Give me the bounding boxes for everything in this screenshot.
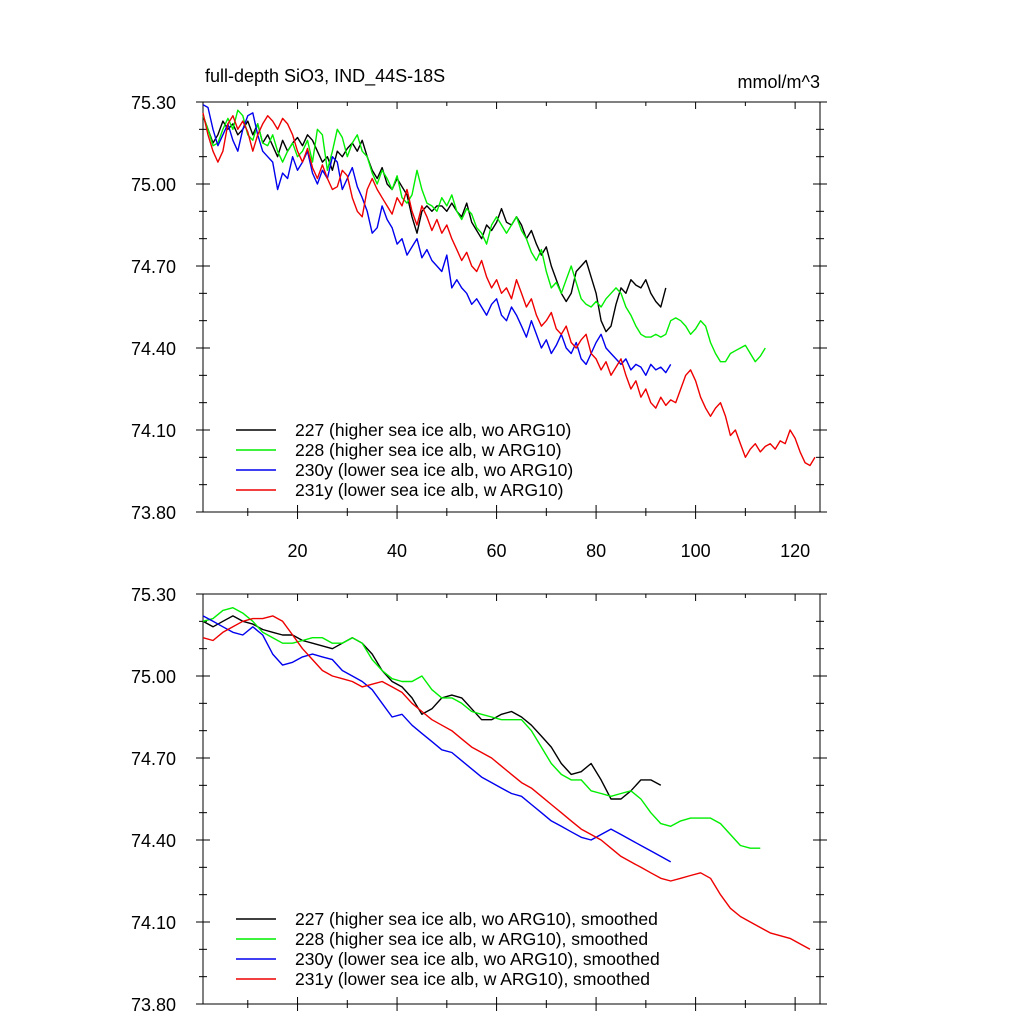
x-tick-label: 120 xyxy=(780,541,810,561)
y-tick-label: 75.30 xyxy=(131,585,176,605)
x-tick-label: 100 xyxy=(681,541,711,561)
x-tick-label: 40 xyxy=(387,541,407,561)
figure-title: full-depth SiO3, IND_44S-18S xyxy=(205,66,445,87)
legend-label-227: 227 (higher sea ice alb, wo ARG10) xyxy=(295,420,571,440)
series-line-228 xyxy=(202,607,761,849)
y-tick-label: 74.10 xyxy=(131,913,176,933)
y-tick-label: 74.40 xyxy=(131,831,176,851)
y-tick-label: 74.40 xyxy=(131,339,176,359)
x-tick-label: 80 xyxy=(586,541,606,561)
y-tick-label: 73.80 xyxy=(131,995,176,1015)
legend-label-227: 227 (higher sea ice alb, wo ARG10), smoo… xyxy=(295,909,658,929)
y-tick-label: 74.70 xyxy=(131,257,176,277)
y-tick-label: 75.30 xyxy=(131,93,176,113)
top-panel: 73.80 74.10 74.40 74.70 75.00 75.30 20 40 60 80 10… xyxy=(131,93,827,561)
y-tick-label: 74.70 xyxy=(131,749,176,769)
series-line-228 xyxy=(202,109,766,363)
legend-label-228: 228 (higher sea ice alb, w ARG10), smoot… xyxy=(295,929,648,949)
series-line-231y xyxy=(202,112,816,467)
plot-frame xyxy=(202,593,821,1005)
legend-label-230y: 230y (lower sea ice alb, wo ARG10), smoo… xyxy=(295,949,660,969)
bottom-panel: 73.80 74.10 74.40 74.70 75.00 75.30 227 (highe… xyxy=(131,585,827,1015)
series-line-231y xyxy=(202,615,811,950)
legend-label-230y: 230y (lower sea ice alb, wo ARG10) xyxy=(295,460,573,480)
units-label: mmol/m^3 xyxy=(738,72,820,92)
series-line-230y xyxy=(202,104,672,376)
y-tick-label: 75.00 xyxy=(131,667,176,687)
y-tick-label: 74.10 xyxy=(131,421,176,441)
plot-frame xyxy=(202,101,821,513)
legend-label-231y: 231y (lower sea ice alb, w ARG10), smoot… xyxy=(295,969,650,989)
series-line-230y xyxy=(202,615,672,863)
x-tick-label: 20 xyxy=(288,541,308,561)
x-tick-label: 60 xyxy=(487,541,507,561)
y-tick-label: 73.80 xyxy=(131,503,176,523)
y-tick-label: 75.00 xyxy=(131,175,176,195)
legend-label-231y: 231y (lower sea ice alb, w ARG10) xyxy=(295,480,563,500)
legend-label-228: 228 (higher sea ice alb, w ARG10) xyxy=(295,440,562,460)
series-line-227 xyxy=(202,615,662,800)
